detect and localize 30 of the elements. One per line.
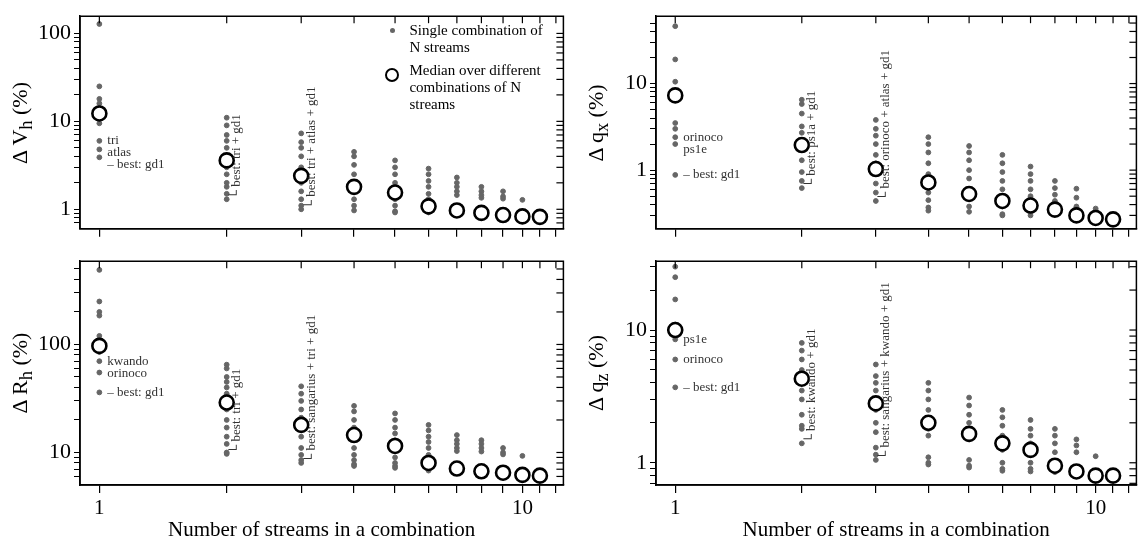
y-tick-label: 10 bbox=[625, 69, 647, 95]
x-tick-label: 10 bbox=[511, 495, 533, 520]
x-axis-title: Number of streams in a combination bbox=[742, 517, 1050, 542]
x-tick-label: 10 bbox=[1085, 495, 1107, 520]
annotation: └ best: sangarius + tri + gd1 bbox=[302, 314, 318, 463]
annotation: – best: gd1 bbox=[682, 378, 741, 394]
y-tick-label: 10 bbox=[625, 315, 647, 341]
y-tick-label: 100 bbox=[38, 330, 71, 356]
y-tick-label: 10 bbox=[49, 107, 71, 133]
y-tick-label: 1 bbox=[636, 155, 647, 181]
annotation: └ best: tri + gd1 bbox=[228, 114, 244, 200]
annotation: ps1e bbox=[683, 330, 708, 346]
y-tick-label: 1 bbox=[60, 195, 71, 221]
annotation: └ best: ps1a + gd1 bbox=[803, 90, 819, 189]
annotation: └ best: orinoco + atlas + gd1 bbox=[877, 50, 893, 201]
y-tick-label: 1 bbox=[636, 448, 647, 474]
y-tick-label: 10 bbox=[49, 438, 71, 464]
y-tick-label: 100 bbox=[38, 19, 71, 45]
x-tick-label: 1 bbox=[669, 495, 681, 520]
annotation: orinoco bbox=[683, 350, 723, 366]
legend-label: Median over different combinations of N streams bbox=[409, 62, 542, 114]
x-tick-label: 1 bbox=[94, 495, 105, 520]
annotation: – best: gd1 bbox=[682, 166, 741, 182]
annotation: └ best: sangarius + kwando + gd1 bbox=[877, 282, 893, 460]
annotation: └ best: kwando + gd1 bbox=[803, 328, 819, 444]
annotation: └ best: tri + gd1 bbox=[228, 368, 244, 454]
x-axis-title: Number of streams in a combination bbox=[168, 517, 476, 542]
legend-label: Single combination of N streams bbox=[409, 22, 544, 57]
annotation: – best: gd1 bbox=[106, 383, 165, 399]
annotation: └ best: tri + atlas + gd1 bbox=[302, 86, 318, 210]
